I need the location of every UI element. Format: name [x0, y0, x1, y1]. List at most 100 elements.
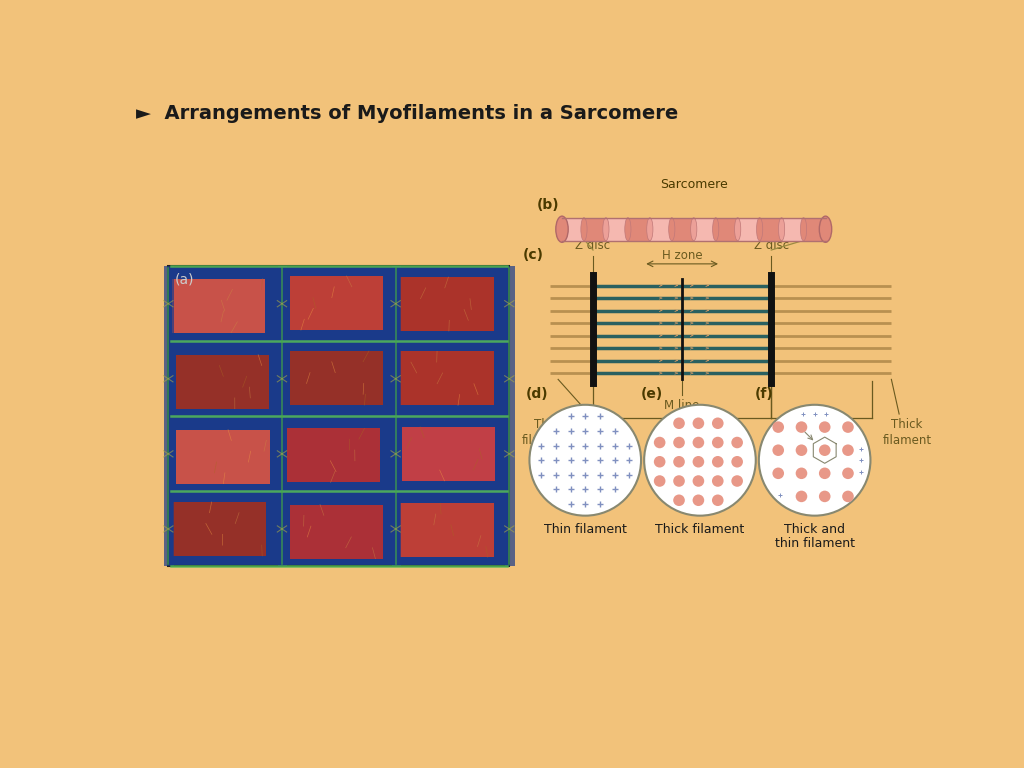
Text: Thick filament: Thick filament: [655, 523, 744, 536]
Bar: [290, 276, 383, 330]
Text: (d): (d): [525, 387, 548, 401]
Text: (f): (f): [755, 387, 774, 401]
Text: thin filament: thin filament: [774, 538, 855, 550]
Bar: [172, 502, 266, 556]
Circle shape: [842, 422, 854, 433]
Bar: [650, 217, 672, 241]
Circle shape: [692, 475, 705, 487]
Ellipse shape: [801, 217, 807, 241]
Text: (b): (b): [538, 198, 560, 213]
Circle shape: [712, 495, 724, 506]
Circle shape: [692, 418, 705, 429]
Circle shape: [772, 445, 784, 456]
Text: Thin filament: Thin filament: [544, 523, 627, 536]
Ellipse shape: [556, 216, 568, 243]
Ellipse shape: [734, 217, 740, 241]
Circle shape: [673, 495, 685, 506]
Circle shape: [772, 422, 784, 433]
Text: (c): (c): [523, 249, 544, 263]
Text: Thick and: Thick and: [784, 523, 845, 536]
Circle shape: [712, 437, 724, 449]
Circle shape: [673, 475, 685, 487]
Circle shape: [644, 405, 756, 515]
Text: A band: A band: [662, 421, 702, 434]
Circle shape: [529, 405, 641, 515]
Bar: [693, 217, 716, 241]
Bar: [562, 217, 584, 241]
Bar: [804, 217, 825, 241]
Bar: [400, 503, 494, 558]
Circle shape: [772, 468, 784, 479]
Circle shape: [731, 456, 743, 468]
Bar: [672, 217, 693, 241]
Bar: [290, 351, 383, 405]
Circle shape: [712, 475, 724, 487]
Bar: [737, 217, 760, 241]
Circle shape: [819, 422, 830, 433]
Circle shape: [654, 456, 666, 468]
Circle shape: [842, 491, 854, 502]
Bar: [584, 217, 606, 241]
Text: ►  Arrangements of Myofilaments in a Sarcomere: ► Arrangements of Myofilaments in a Sarc…: [136, 104, 678, 124]
Text: Thin
filament: Thin filament: [522, 418, 571, 447]
Circle shape: [673, 456, 685, 468]
Circle shape: [712, 418, 724, 429]
Circle shape: [796, 422, 807, 433]
Ellipse shape: [625, 217, 631, 241]
Bar: [279, 266, 288, 567]
Bar: [400, 277, 494, 331]
Bar: [176, 429, 269, 484]
Bar: [760, 217, 781, 241]
Bar: [290, 505, 383, 558]
Circle shape: [712, 456, 724, 468]
Circle shape: [819, 445, 830, 456]
Circle shape: [673, 437, 685, 449]
Bar: [781, 217, 804, 241]
Circle shape: [654, 475, 666, 487]
Circle shape: [692, 495, 705, 506]
Bar: [606, 217, 628, 241]
Ellipse shape: [669, 217, 675, 241]
Ellipse shape: [778, 217, 784, 241]
Circle shape: [654, 437, 666, 449]
Circle shape: [673, 418, 685, 429]
Text: I band: I band: [803, 421, 840, 434]
Circle shape: [759, 405, 870, 515]
Circle shape: [692, 456, 705, 468]
Bar: [165, 266, 174, 567]
Text: Thick
filament: Thick filament: [883, 418, 932, 447]
Circle shape: [796, 445, 807, 456]
Text: H zone: H zone: [662, 249, 702, 262]
Circle shape: [796, 468, 807, 479]
Bar: [506, 266, 515, 567]
Ellipse shape: [581, 217, 587, 241]
Circle shape: [842, 445, 854, 456]
Text: Sarcomere: Sarcomere: [659, 177, 728, 190]
Bar: [628, 217, 650, 241]
Bar: [175, 355, 268, 409]
Ellipse shape: [690, 217, 697, 241]
Ellipse shape: [603, 217, 609, 241]
Bar: [168, 266, 509, 567]
Bar: [392, 266, 401, 567]
Ellipse shape: [647, 217, 653, 241]
Bar: [172, 279, 265, 333]
Circle shape: [796, 491, 807, 502]
Bar: [716, 217, 737, 241]
Text: (a): (a): [174, 273, 194, 286]
Circle shape: [819, 468, 830, 479]
Bar: [401, 427, 495, 481]
Text: Z disc: Z disc: [575, 240, 610, 253]
Circle shape: [731, 475, 743, 487]
Circle shape: [819, 491, 830, 502]
Text: M line: M line: [665, 399, 699, 412]
Ellipse shape: [559, 217, 565, 241]
Circle shape: [731, 437, 743, 449]
Bar: [287, 429, 380, 482]
Bar: [400, 351, 494, 406]
Ellipse shape: [713, 217, 719, 241]
Ellipse shape: [819, 216, 831, 243]
Circle shape: [842, 468, 854, 479]
Text: (e): (e): [640, 387, 663, 401]
Circle shape: [692, 437, 705, 449]
